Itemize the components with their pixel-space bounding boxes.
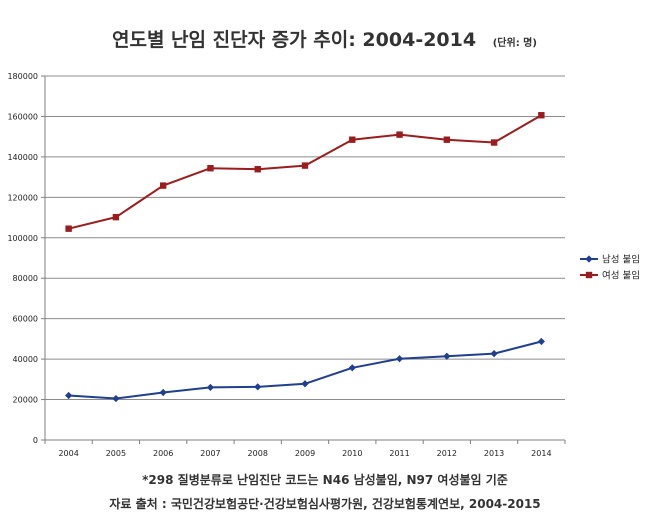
data-point-1-2009 <box>301 380 309 388</box>
x-tick-label-2004: 2004 <box>58 449 78 458</box>
data-point-1-2010 <box>348 364 356 372</box>
data-point-2-2007 <box>207 165 214 172</box>
data-point-1-2004 <box>65 391 73 400</box>
axes <box>41 75 566 444</box>
data-point-1-2013 <box>490 350 498 358</box>
chart-title-main: 연도별 난임 진단자 증가 추이: 2004-2014 <box>112 29 476 51</box>
y-tick-label-100000: 100000 <box>7 234 38 243</box>
series-1 <box>65 337 545 403</box>
x-tick-label-2006: 2006 <box>153 449 173 458</box>
x-tick-label-2010: 2010 <box>342 449 362 458</box>
y-tick-label-180000: 180000 <box>7 72 38 81</box>
x-tick-label-2009: 2009 <box>295 449 315 458</box>
footnote: *298 질병분류로 난임진단 코드는 N46 남성불임, N97 여성불임 기… <box>142 472 508 487</box>
legend-item-1: 남성 불임 <box>580 254 640 266</box>
legend-label-1: 남성 불임 <box>602 254 640 266</box>
y-tick-label-20000: 20000 <box>13 396 38 405</box>
x-tick-label-2014: 2014 <box>531 449 551 458</box>
y-tick-label-120000: 120000 <box>7 193 38 202</box>
x-tick-labels: 2004 2005 2006 2007 2008 2009 2010 2011 2012 2013… <box>58 449 551 458</box>
data-series <box>65 112 545 403</box>
source-note: 자료 출처 : 국민건강보험공단·건강보험심사평가원, 건강보험통계연보, 20… <box>109 496 540 511</box>
chart-title: 연도별 난임 진단자 증가 추이: 2004-2014 (단위: 명) <box>112 29 537 51</box>
data-point-2-2012 <box>443 136 451 143</box>
y-tick-label-140000: 140000 <box>7 153 38 162</box>
x-tick-label-2008: 2008 <box>248 449 268 458</box>
y-tick-label-40000: 40000 <box>13 355 38 364</box>
data-point-1-2007 <box>206 383 215 392</box>
x-tick-label-2011: 2011 <box>389 449 409 458</box>
x-tick-label-2007: 2007 <box>200 449 220 458</box>
y-tick-label-160000: 160000 <box>7 112 38 121</box>
series-line-2 <box>68 114 542 230</box>
y-tick-label-0: 0 <box>33 436 38 445</box>
chart-title-unit: (단위: 명) <box>493 36 537 49</box>
y-tick-label-60000: 60000 <box>13 315 38 324</box>
data-point-2-2010 <box>349 136 356 143</box>
data-point-1-2005 <box>112 394 120 403</box>
data-point-2-2014 <box>538 112 545 119</box>
x-tick-label-2012: 2012 <box>437 449 457 458</box>
x-tick-label-2013: 2013 <box>484 449 504 458</box>
y-tick-label-80000: 80000 <box>13 274 38 283</box>
data-point-1-2011 <box>395 355 404 363</box>
data-point-2-2009 <box>301 162 309 169</box>
data-point-2-2005 <box>112 213 120 221</box>
data-point-2-2004 <box>65 225 72 232</box>
series-2 <box>65 112 545 232</box>
legend-swatch-marker-2 <box>585 271 593 279</box>
legend-swatch-marker-1 <box>585 255 593 263</box>
data-point-2-2013 <box>490 139 498 146</box>
data-point-1-2006 <box>159 388 167 397</box>
legend-item-2: 여성 불임 <box>580 270 640 282</box>
data-point-2-2011 <box>396 131 403 138</box>
data-point-1-2012 <box>443 352 451 360</box>
series-line-1 <box>68 340 542 400</box>
data-point-2-2008 <box>254 166 261 173</box>
data-point-1-2014 <box>537 337 545 346</box>
y-tick-labels: 0 20000 40000 60000 80000 100000 120000 140000 1… <box>7 72 38 445</box>
data-point-1-2008 <box>254 383 262 391</box>
x-tick-label-2005: 2005 <box>106 449 126 458</box>
data-point-2-2006 <box>159 182 167 189</box>
grid-lines <box>45 75 565 401</box>
legend-label-2: 여성 불임 <box>602 270 640 282</box>
